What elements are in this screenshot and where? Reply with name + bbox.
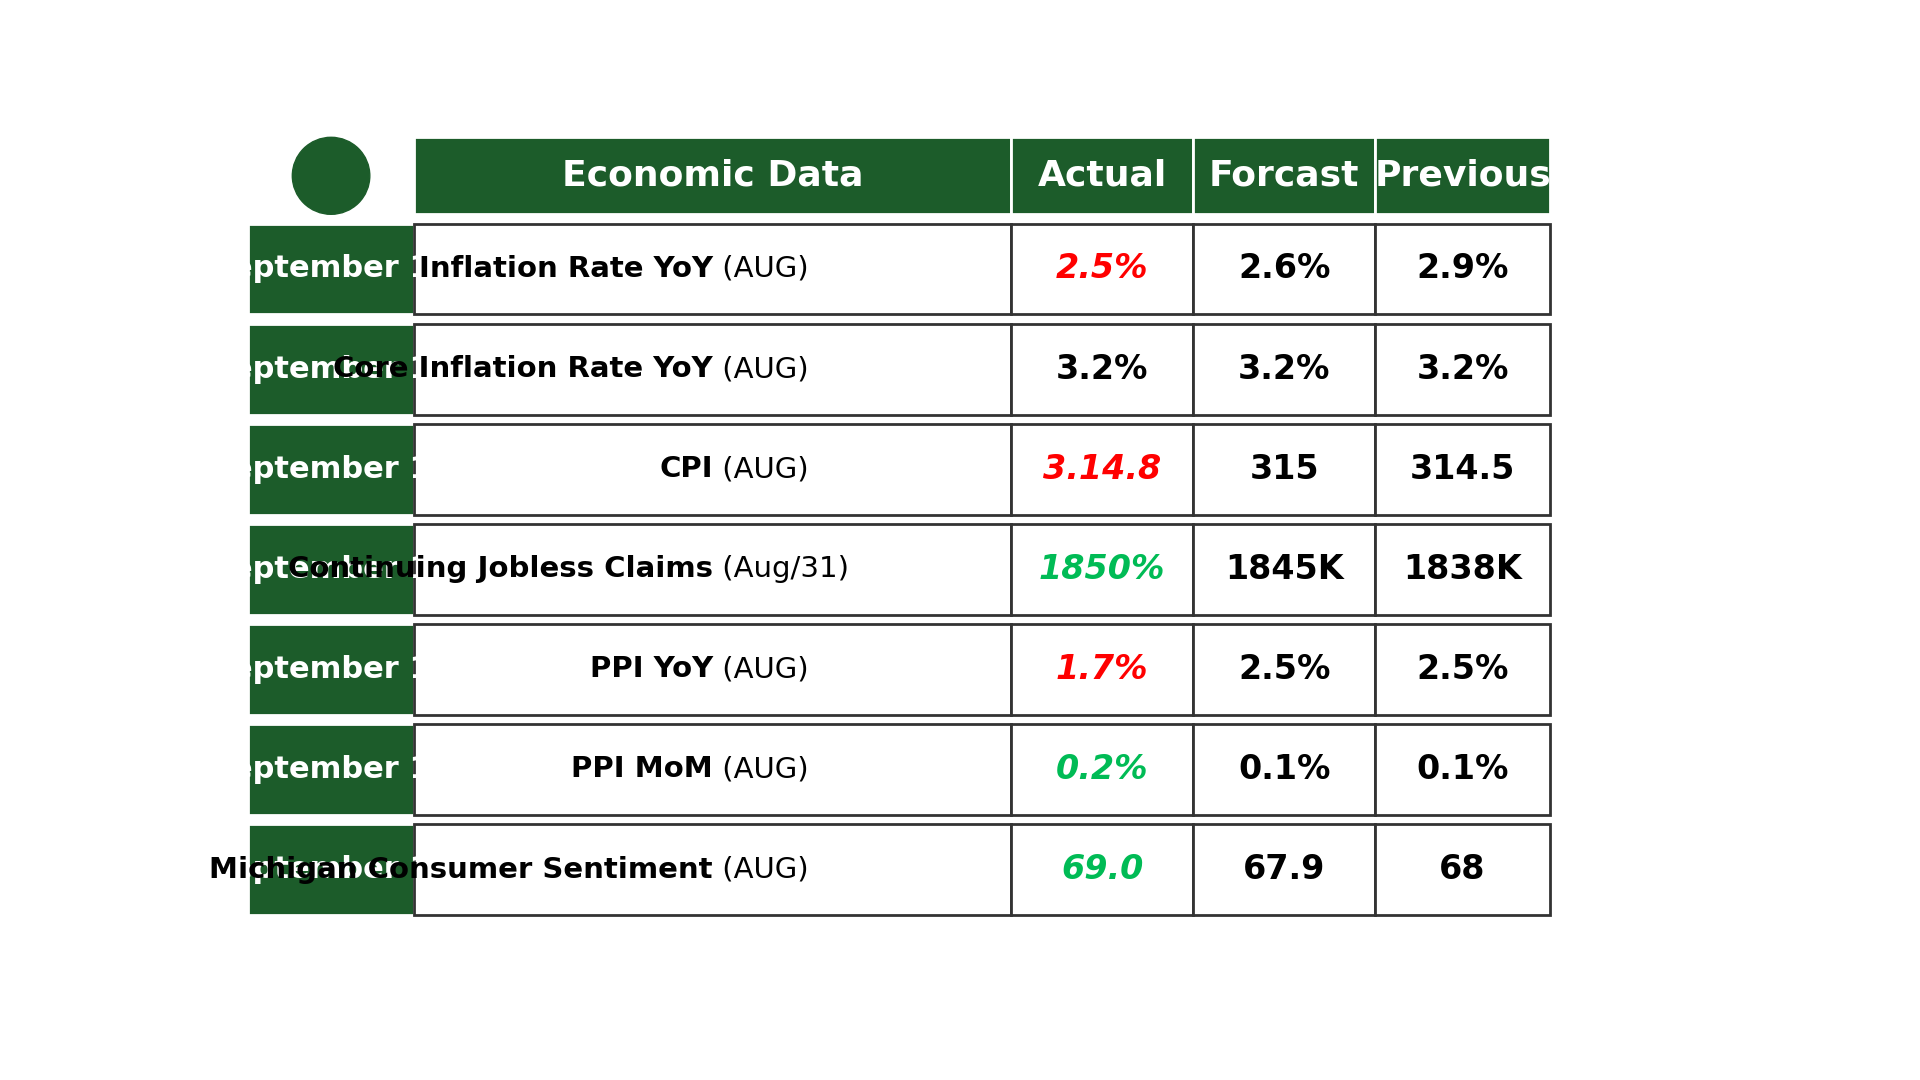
Text: 69.0: 69.0 [1062,853,1144,886]
Text: 2.5%: 2.5% [1417,653,1509,686]
Text: 0.1%: 0.1% [1417,753,1509,786]
FancyBboxPatch shape [415,423,1012,514]
FancyBboxPatch shape [1012,624,1192,715]
Text: 3.2%: 3.2% [1238,352,1331,386]
FancyBboxPatch shape [1012,324,1192,415]
Text: PPI YoY: PPI YoY [589,656,712,684]
Text: 2.5%: 2.5% [1238,653,1331,686]
Text: 1850%: 1850% [1039,553,1165,585]
FancyBboxPatch shape [1375,324,1549,415]
FancyBboxPatch shape [415,824,1012,915]
Text: 314.5: 314.5 [1409,453,1515,486]
FancyBboxPatch shape [307,171,313,181]
Text: Continuing Jobless Claims: Continuing Jobless Claims [288,555,712,583]
FancyBboxPatch shape [1192,624,1375,715]
FancyBboxPatch shape [328,166,334,185]
FancyBboxPatch shape [415,324,1012,415]
FancyBboxPatch shape [1192,824,1375,915]
Text: September 11: September 11 [209,455,451,484]
Text: 3.14.8: 3.14.8 [1043,453,1162,486]
Text: Actual: Actual [1037,159,1167,193]
Text: Forcast: Forcast [1210,159,1359,193]
Text: CPI: CPI [659,455,712,483]
Text: September 12: September 12 [209,555,451,584]
FancyBboxPatch shape [1012,724,1192,815]
FancyBboxPatch shape [1192,324,1375,415]
Text: 1838K: 1838K [1404,553,1523,585]
Text: PPI MoM: PPI MoM [570,756,712,783]
FancyBboxPatch shape [342,171,348,180]
FancyBboxPatch shape [415,724,1012,815]
FancyBboxPatch shape [1192,137,1375,214]
FancyBboxPatch shape [1192,224,1375,314]
FancyBboxPatch shape [248,524,415,615]
Text: (AUG): (AUG) [712,656,808,684]
Text: September 11: September 11 [209,255,451,283]
Text: (AUG): (AUG) [712,255,808,283]
Circle shape [292,137,371,214]
Text: 3.2%: 3.2% [1417,352,1509,386]
FancyBboxPatch shape [1012,137,1192,214]
FancyBboxPatch shape [248,137,415,214]
FancyBboxPatch shape [415,524,1012,615]
FancyBboxPatch shape [1375,224,1549,314]
Text: Core Inflation Rate YoY: Core Inflation Rate YoY [334,355,712,383]
Text: 2.6%: 2.6% [1238,253,1331,285]
FancyBboxPatch shape [1375,724,1549,815]
FancyBboxPatch shape [321,165,326,187]
FancyBboxPatch shape [349,168,355,184]
Text: 1845K: 1845K [1225,553,1344,585]
FancyBboxPatch shape [1012,423,1192,514]
Text: (Aug/31): (Aug/31) [712,555,849,583]
FancyBboxPatch shape [1192,524,1375,615]
Text: 0.2%: 0.2% [1056,753,1148,786]
Text: 2.9%: 2.9% [1417,253,1509,285]
FancyBboxPatch shape [1192,423,1375,514]
FancyBboxPatch shape [248,824,415,915]
FancyBboxPatch shape [315,168,321,184]
Text: 315: 315 [1250,453,1319,486]
FancyBboxPatch shape [1012,824,1192,915]
FancyBboxPatch shape [248,624,415,715]
Text: Previous: Previous [1375,159,1551,193]
Text: 1.7%: 1.7% [1056,653,1148,686]
FancyBboxPatch shape [1375,624,1549,715]
Text: September 13: September 13 [209,855,451,885]
Text: (AUG): (AUG) [712,756,808,783]
Text: Michigan Consumer Sentiment: Michigan Consumer Sentiment [209,855,712,883]
FancyBboxPatch shape [1012,224,1192,314]
FancyBboxPatch shape [336,168,340,183]
Text: 3.2%: 3.2% [1056,352,1148,386]
Text: September 11: September 11 [209,354,451,383]
FancyBboxPatch shape [1375,137,1549,214]
FancyBboxPatch shape [1375,824,1549,915]
Text: Inflation Rate YoY: Inflation Rate YoY [419,255,712,283]
Text: (AUG): (AUG) [712,455,808,483]
FancyBboxPatch shape [1375,524,1549,615]
FancyBboxPatch shape [248,224,415,314]
FancyBboxPatch shape [248,724,415,815]
Text: 0.1%: 0.1% [1238,753,1331,786]
Text: (AUG): (AUG) [712,855,808,883]
FancyBboxPatch shape [1192,724,1375,815]
FancyBboxPatch shape [415,137,1012,214]
Text: 2.5%: 2.5% [1056,253,1148,285]
Text: (AUG): (AUG) [712,355,808,383]
Text: September 12: September 12 [209,654,451,684]
FancyBboxPatch shape [248,324,415,415]
FancyBboxPatch shape [415,224,1012,314]
FancyBboxPatch shape [1012,524,1192,615]
Text: Economic Data: Economic Data [563,159,864,193]
Text: 67.9: 67.9 [1242,853,1325,886]
FancyBboxPatch shape [248,423,415,514]
FancyBboxPatch shape [1375,423,1549,514]
Text: September 12: September 12 [209,755,451,784]
FancyBboxPatch shape [415,624,1012,715]
Text: 68: 68 [1440,853,1486,886]
